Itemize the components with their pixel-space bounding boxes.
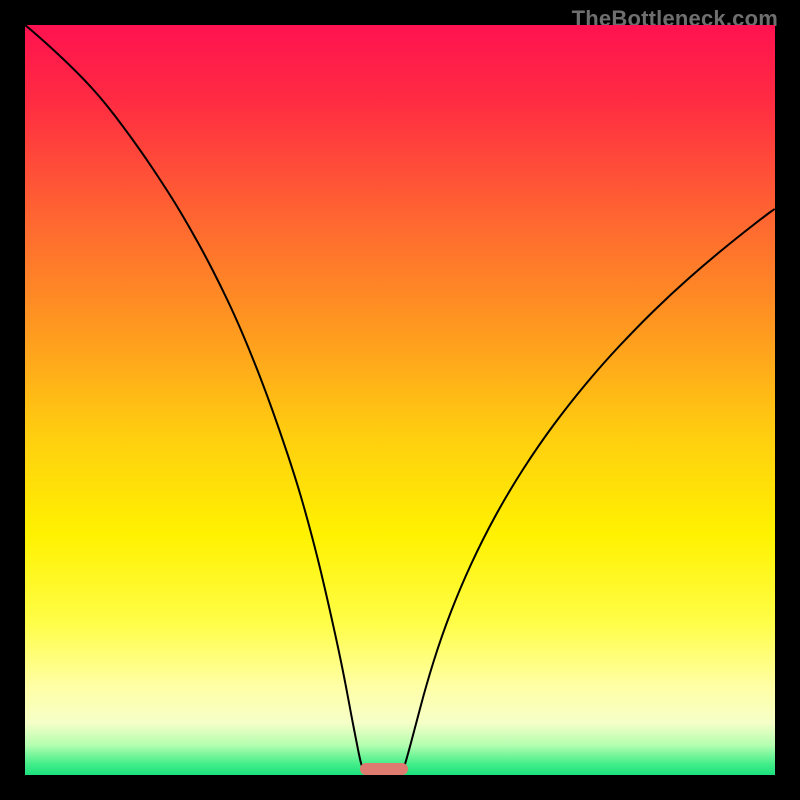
chart-frame: TheBottleneck.com [0, 0, 800, 800]
gradient-background [25, 25, 775, 775]
optimal-range-bar [360, 763, 408, 775]
plot-area [25, 25, 775, 775]
plot-svg [25, 25, 775, 775]
